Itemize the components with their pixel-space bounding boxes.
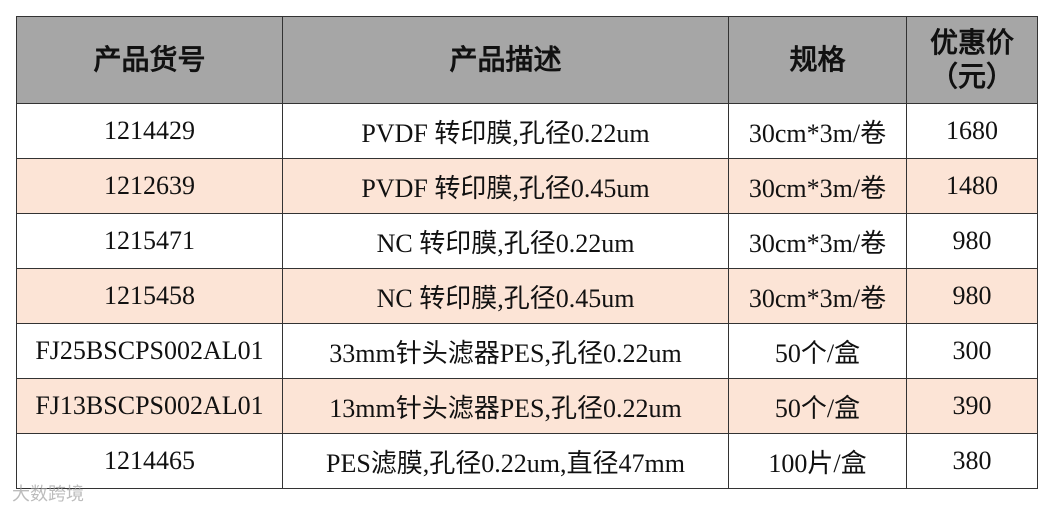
- table-cell: 980: [906, 268, 1038, 324]
- table-cell: 1215458: [16, 268, 283, 324]
- table-cell: 390: [906, 378, 1038, 434]
- table-cell: PVDF 转印膜,孔径0.45um: [282, 158, 729, 214]
- table-cell: 30cm*3m/卷: [728, 213, 907, 269]
- table-row: 1214465 PES滤膜,孔径0.22um,直径47mm 100片/盒 380: [16, 433, 1038, 489]
- table-cell: 100片/盒: [728, 433, 907, 489]
- table-cell: NC 转印膜,孔径0.45um: [282, 268, 729, 324]
- table-cell: 1214429: [16, 103, 283, 159]
- price-table: 产品货号 产品描述 规格 优惠价 （元） 1214429 PVDF 转印膜,孔径0.22…: [16, 16, 1038, 489]
- table-cell: FJ25BSCPS002AL01: [16, 323, 283, 379]
- table-cell: 380: [906, 433, 1038, 489]
- table-cell: 1214465: [16, 433, 283, 489]
- table-cell: NC 转印膜,孔径0.22um: [282, 213, 729, 269]
- header-cell: 产品描述: [282, 16, 729, 104]
- table-cell: 1680: [906, 103, 1038, 159]
- table-cell: 1212639: [16, 158, 283, 214]
- table-row: 1215471 NC 转印膜,孔径0.22um 30cm*3m/卷 980: [16, 213, 1038, 269]
- table-cell: PVDF 转印膜,孔径0.22um: [282, 103, 729, 159]
- table-cell: 30cm*3m/卷: [728, 268, 907, 324]
- table-cell: 980: [906, 213, 1038, 269]
- header-cell: 产品货号: [16, 16, 283, 104]
- table-body: 1214429 PVDF 转印膜,孔径0.22um 30cm*3m/卷 1680 121…: [16, 103, 1038, 489]
- table-cell: 1215471: [16, 213, 283, 269]
- watermark: 大数跨境: [12, 484, 84, 505]
- table-cell: PES滤膜,孔径0.22um,直径47mm: [282, 433, 729, 489]
- table-cell: 30cm*3m/卷: [728, 103, 907, 159]
- table-row: 1215458 NC 转印膜,孔径0.45um 30cm*3m/卷 980: [16, 268, 1038, 324]
- header-cell: 优惠价 （元）: [906, 16, 1038, 104]
- table-row: FJ13BSCPS002AL01 13mm针头滤器PES,孔径0.22um 50个/…: [16, 378, 1038, 434]
- table-cell: 300: [906, 323, 1038, 379]
- table-cell: 50个/盒: [728, 323, 907, 379]
- table-row: 1214429 PVDF 转印膜,孔径0.22um 30cm*3m/卷 1680: [16, 103, 1038, 159]
- header-cell: 规格: [728, 16, 907, 104]
- table-cell: 30cm*3m/卷: [728, 158, 907, 214]
- table-row: FJ25BSCPS002AL01 33mm针头滤器PES,孔径0.22um 50个/…: [16, 323, 1038, 379]
- table-cell: FJ13BSCPS002AL01: [16, 378, 283, 434]
- table-cell: 50个/盒: [728, 378, 907, 434]
- table-cell: 13mm针头滤器PES,孔径0.22um: [282, 378, 729, 434]
- table-row: 1212639 PVDF 转印膜,孔径0.45um 30cm*3m/卷 1480: [16, 158, 1038, 214]
- table-cell: 33mm针头滤器PES,孔径0.22um: [282, 323, 729, 379]
- table-cell: 1480: [906, 158, 1038, 214]
- header-row: 产品货号 产品描述 规格 优惠价 （元）: [16, 16, 1038, 104]
